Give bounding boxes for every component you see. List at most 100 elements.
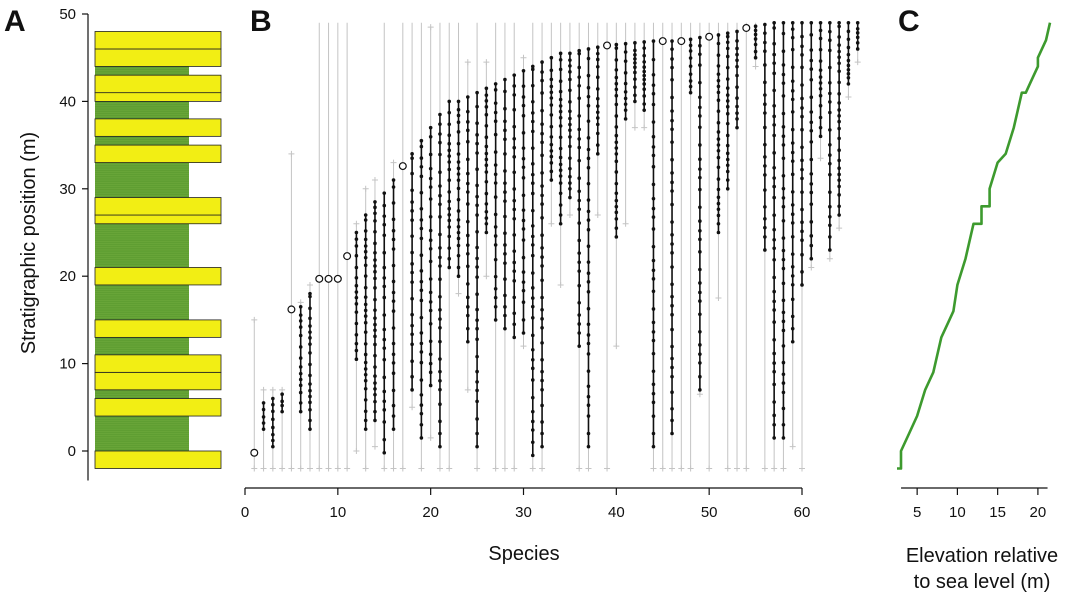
occurrence-point xyxy=(781,63,786,67)
occurrence-point xyxy=(725,104,730,109)
occurrence-point xyxy=(382,389,387,394)
x-tick-label: 20 xyxy=(422,504,439,521)
occurrence-point xyxy=(540,91,544,95)
occurrence-point xyxy=(725,40,730,45)
occurrence-point xyxy=(512,260,517,265)
occurrence-point xyxy=(503,128,507,133)
single-occurrence-point xyxy=(677,37,686,46)
occurrence-point xyxy=(595,152,600,156)
occurrence-point xyxy=(549,142,554,147)
occurrence-point xyxy=(475,307,479,312)
occurrence-point xyxy=(763,93,767,97)
occurrence-point xyxy=(837,91,841,96)
extended-range-bottom-marker xyxy=(761,465,768,472)
occurrence-point xyxy=(503,169,507,173)
extended-range-top-marker xyxy=(464,59,471,66)
occurrence-point xyxy=(298,377,303,382)
occurrence-point xyxy=(271,417,275,422)
extended-range-bottom-marker xyxy=(696,391,703,398)
occurrence-point xyxy=(809,182,814,186)
occurrence-point xyxy=(530,64,535,69)
extended-range-bottom-marker xyxy=(678,465,685,472)
occurrence-point xyxy=(818,86,823,91)
extended-range-bottom-marker xyxy=(752,63,759,70)
occurrence-point xyxy=(512,233,517,237)
occurrence-point xyxy=(540,264,544,268)
occurrence-point xyxy=(354,244,359,248)
occurrence-point xyxy=(651,391,656,396)
occurrence-point xyxy=(763,22,767,27)
occurrence-point xyxy=(772,103,776,108)
occurrence-point xyxy=(633,65,637,70)
extended-range-bottom-marker xyxy=(483,273,490,280)
occurrence-point xyxy=(651,351,656,356)
occurrence-point xyxy=(419,298,424,303)
x-tick-label-elevation: 5 xyxy=(913,504,921,521)
extended-range-bottom-marker xyxy=(641,124,648,131)
occurrence-point xyxy=(438,444,442,449)
occurrence-point xyxy=(698,388,702,392)
extended-range-bottom-marker xyxy=(854,59,861,66)
occurrence-point xyxy=(373,229,377,234)
occurrence-point xyxy=(530,296,535,300)
occurrence-point xyxy=(781,310,786,315)
occurrence-point xyxy=(308,316,312,321)
occurrence-point xyxy=(614,93,619,98)
occurrence-point xyxy=(818,81,823,85)
occurrence-point xyxy=(735,39,739,43)
occurrence-point xyxy=(716,143,721,147)
occurrence-point xyxy=(530,224,535,228)
occurrence-point xyxy=(698,187,702,192)
occurrence-point xyxy=(800,238,804,242)
occurrence-point xyxy=(363,308,368,313)
extended-range-bottom-marker xyxy=(724,465,731,472)
occurrence-point xyxy=(382,450,387,455)
occurrence-point xyxy=(716,64,721,68)
occurrence-point xyxy=(382,284,387,289)
occurrence-point xyxy=(725,178,730,182)
x-tick-label: 30 xyxy=(515,504,532,521)
occurrence-point xyxy=(503,119,507,124)
occurrence-point xyxy=(698,143,702,147)
occurrence-point xyxy=(651,91,656,96)
occurrence-point xyxy=(670,251,674,255)
occurrence-point xyxy=(828,20,832,25)
occurrence-point xyxy=(558,97,563,102)
occurrence-point xyxy=(614,198,619,203)
occurrence-point xyxy=(568,58,572,62)
occurrence-point xyxy=(484,170,489,174)
occurrence-point xyxy=(261,427,266,431)
occurrence-point xyxy=(382,420,387,424)
occurrence-point xyxy=(725,187,730,191)
extended-range-bottom-marker xyxy=(687,465,694,472)
occurrence-point xyxy=(568,64,572,68)
x-tick-label-elevation: 10 xyxy=(949,504,966,521)
occurrence-point xyxy=(410,342,414,347)
occurrence-point xyxy=(521,208,526,212)
occurrence-point xyxy=(595,131,600,136)
occurrence-point xyxy=(651,330,656,334)
occurrence-point xyxy=(772,20,776,25)
occurrence-point xyxy=(790,221,795,225)
occurrence-point xyxy=(410,188,414,193)
occurrence-point xyxy=(586,56,591,61)
extended-range-bottom-marker xyxy=(251,465,258,472)
occurrence-point xyxy=(298,409,303,414)
occurrence-point xyxy=(373,316,377,320)
extended-range-bottom-marker xyxy=(306,465,313,472)
occurrence-point xyxy=(298,345,303,349)
elevation-panel: 5 10 15 20 xyxy=(897,22,1052,521)
occurrence-point xyxy=(800,283,804,287)
occurrence-point xyxy=(438,255,442,260)
occurrence-point xyxy=(475,194,479,199)
occurrence-point xyxy=(698,167,702,171)
occurrence-point xyxy=(651,431,656,436)
occurrence-point xyxy=(540,278,544,283)
occurrence-point xyxy=(354,302,359,306)
occurrence-point xyxy=(363,398,368,402)
occurrence-point xyxy=(354,276,359,280)
occurrence-point xyxy=(716,155,721,160)
occurrence-point xyxy=(772,436,776,440)
occurrence-point xyxy=(772,123,776,127)
occurrence-point xyxy=(716,148,721,153)
